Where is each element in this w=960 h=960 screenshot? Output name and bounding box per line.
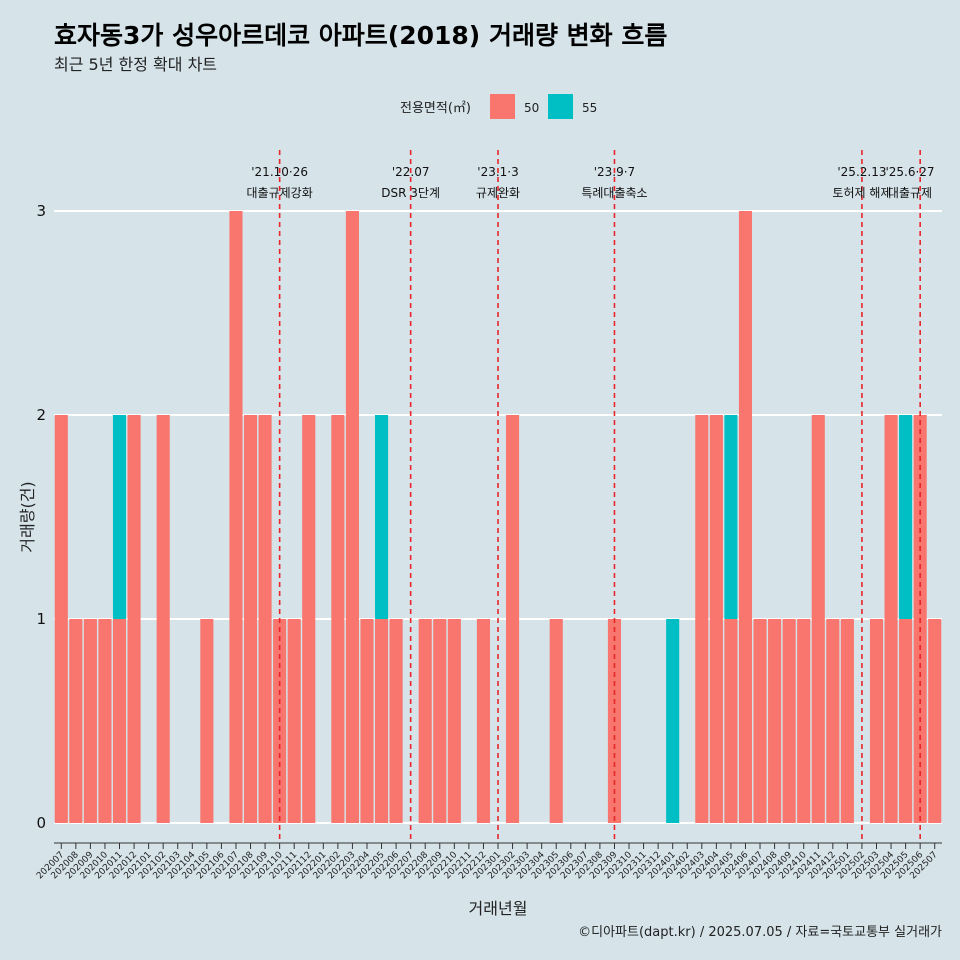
legend-label-55: 55 (582, 101, 597, 115)
y-tick-label: 1 (36, 610, 46, 628)
event-label: 토허제 해제 (832, 186, 891, 200)
bar-202401-55 (666, 619, 680, 823)
legend-label-50: 50 (524, 101, 539, 115)
bar-202408-50 (768, 619, 782, 823)
x-axis: 2020072020082020092020102020112020122021… (35, 842, 942, 881)
bar-202412-50 (826, 619, 840, 823)
y-tick-label: 3 (36, 202, 46, 220)
bar-202011-50 (112, 619, 127, 823)
bar-202503-50 (869, 619, 884, 823)
bar-202202-50 (331, 415, 345, 823)
y-tick-label: 0 (36, 814, 46, 832)
bar-202409-50 (782, 619, 796, 823)
bar-202505-55 (899, 415, 913, 619)
legend: 전용면적(㎡) 50 55 (400, 94, 597, 119)
bar-202504-50 (884, 415, 898, 823)
bar-202108-50 (243, 415, 258, 823)
bar-202009-50 (83, 619, 97, 823)
event-label: 특례대출축소 (581, 186, 647, 200)
bar-202112-50 (302, 415, 316, 823)
bar-202109-50 (258, 415, 272, 823)
bar-202010-50 (98, 619, 112, 823)
chart-subtitle: 최근 5년 한정 확대 차트 (54, 55, 217, 74)
event-date: '23.9·7 (594, 165, 635, 179)
caption: ©디아파트(dapt.kr) / 2025.07.05 / 자료=국토교통부 실… (578, 925, 942, 940)
bar-202405-55 (724, 415, 738, 619)
bar-202411-50 (811, 415, 825, 823)
bar-202302-50 (506, 415, 520, 823)
bar-202501-50 (840, 619, 854, 823)
bar-202105-50 (200, 619, 214, 823)
event-date: '25.6·27 (885, 165, 934, 179)
bar-202410-50 (797, 619, 811, 823)
bar-202102-50 (156, 415, 170, 823)
bar-202403-50 (695, 415, 709, 823)
bar-202507-50 (928, 619, 942, 823)
bar-202007-50 (54, 415, 68, 823)
bar-202205-50 (374, 619, 389, 823)
event-date: '25.2.13 (837, 165, 886, 179)
bar-202505-50 (899, 619, 913, 823)
event-date: '22.07 (392, 165, 430, 179)
bar-202405-50 (724, 619, 738, 823)
bar-202209-50 (433, 619, 447, 823)
y-axis-ticks: 0 1 2 3 (36, 202, 46, 832)
bar-202208-50 (418, 619, 432, 823)
bar-202407-50 (753, 619, 767, 823)
bar-202305-50 (549, 619, 563, 823)
bar-202107-50 (229, 211, 243, 823)
bar-202205-55 (374, 415, 389, 619)
bar-202212-50 (476, 619, 490, 823)
event-lines: '21.10·26 대출규제강화 '22.07 DSR 3단계 '23.1·3 규제완화 '… (247, 150, 935, 843)
chart-title: 효자동3가 성우아르데코 아파트(2018) 거래량 변화 흐름 (54, 21, 667, 50)
x-axis-title: 거래년월 (469, 899, 528, 918)
bar-202406-50 (738, 211, 753, 823)
bar-202404-50 (709, 415, 723, 823)
legend-swatch-50 (490, 94, 515, 119)
event-label: 대출규제강화 (247, 186, 313, 200)
y-axis-title: 거래량(건) (18, 481, 37, 552)
bar-202012-50 (127, 415, 141, 823)
bar-202210-50 (447, 619, 461, 823)
y-tick-label: 2 (36, 406, 46, 424)
bar-202203-50 (345, 211, 359, 823)
bar-202204-50 (360, 619, 374, 823)
legend-title: 전용면적(㎡) (400, 101, 471, 116)
bar-202111-50 (287, 619, 301, 823)
bar-202206-50 (389, 619, 403, 823)
event-date: '23.1·3 (477, 165, 518, 179)
bar-202011-55 (112, 415, 127, 619)
event-date: '21.10·26 (251, 165, 308, 179)
bars (54, 211, 942, 823)
event-label: 대출규제 (888, 186, 932, 200)
event-label: 규제완화 (476, 186, 520, 200)
bar-202008-50 (69, 619, 83, 823)
legend-swatch-55 (548, 94, 573, 119)
event-label: DSR 3단계 (381, 186, 440, 200)
